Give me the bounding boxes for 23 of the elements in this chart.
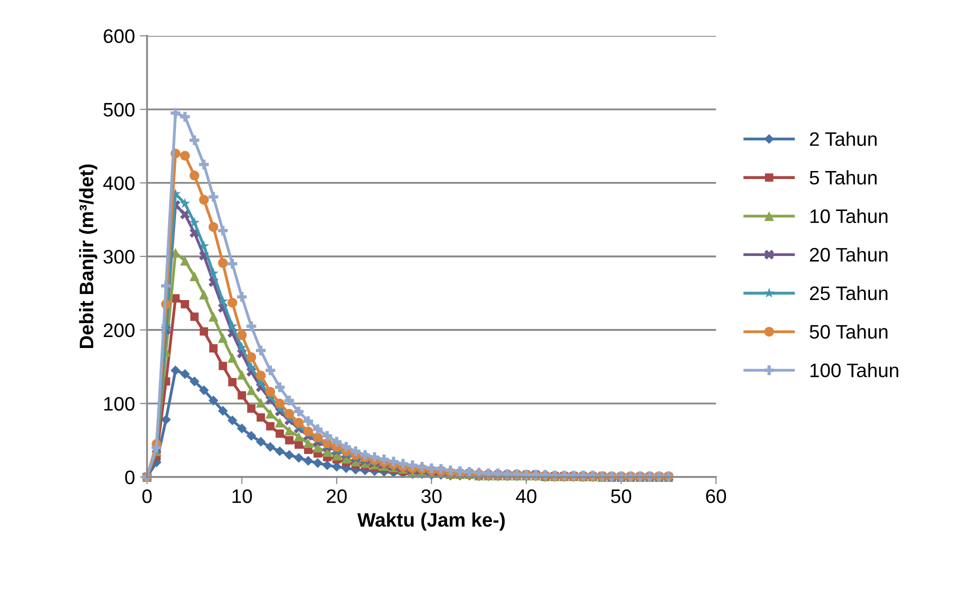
x-tick-label: 20: [326, 489, 347, 504]
legend-label: 10 Tahun: [810, 208, 888, 224]
y-tick-label: 300: [104, 250, 134, 264]
legend-label: 5 Tahun: [810, 170, 877, 185]
y-tick-label: 500: [104, 102, 134, 117]
y-tick-label: 200: [104, 323, 134, 338]
y-tick-label: 600: [104, 29, 134, 44]
legend-label: 2 Tahun: [810, 132, 877, 146]
y-axis-title: Debit Banjir (m³/det): [79, 164, 98, 348]
x-tick-label: 0: [142, 489, 152, 504]
y-tick-label: 400: [103, 176, 134, 190]
x-tick-label: 60: [706, 489, 726, 504]
legend-label: 50 Tahun: [810, 324, 888, 339]
x-axis-title: Waktu (Jam ke-): [357, 512, 505, 531]
legend-label: 100 Tahun: [810, 362, 898, 378]
y-tick-label: 100: [104, 396, 134, 411]
x-tick-label: 50: [611, 489, 632, 504]
y-tick-label: 0: [125, 470, 134, 484]
legend-label: 20 Tahun: [810, 247, 888, 262]
legend-label: 25 Tahun: [810, 286, 888, 300]
x-tick-label: 10: [232, 489, 252, 504]
x-tick-label: 30: [421, 489, 442, 504]
x-tick-label: 40: [516, 489, 536, 504]
